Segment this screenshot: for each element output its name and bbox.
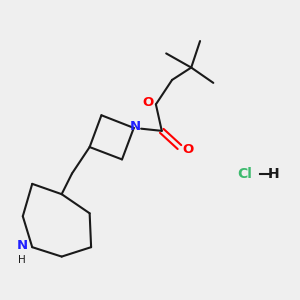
Text: H: H: [268, 167, 280, 181]
Text: O: O: [142, 96, 153, 110]
Text: H: H: [18, 254, 26, 265]
Text: N: N: [16, 239, 28, 252]
Text: N: N: [130, 120, 141, 133]
Text: Cl: Cl: [237, 167, 252, 181]
Text: O: O: [183, 143, 194, 156]
